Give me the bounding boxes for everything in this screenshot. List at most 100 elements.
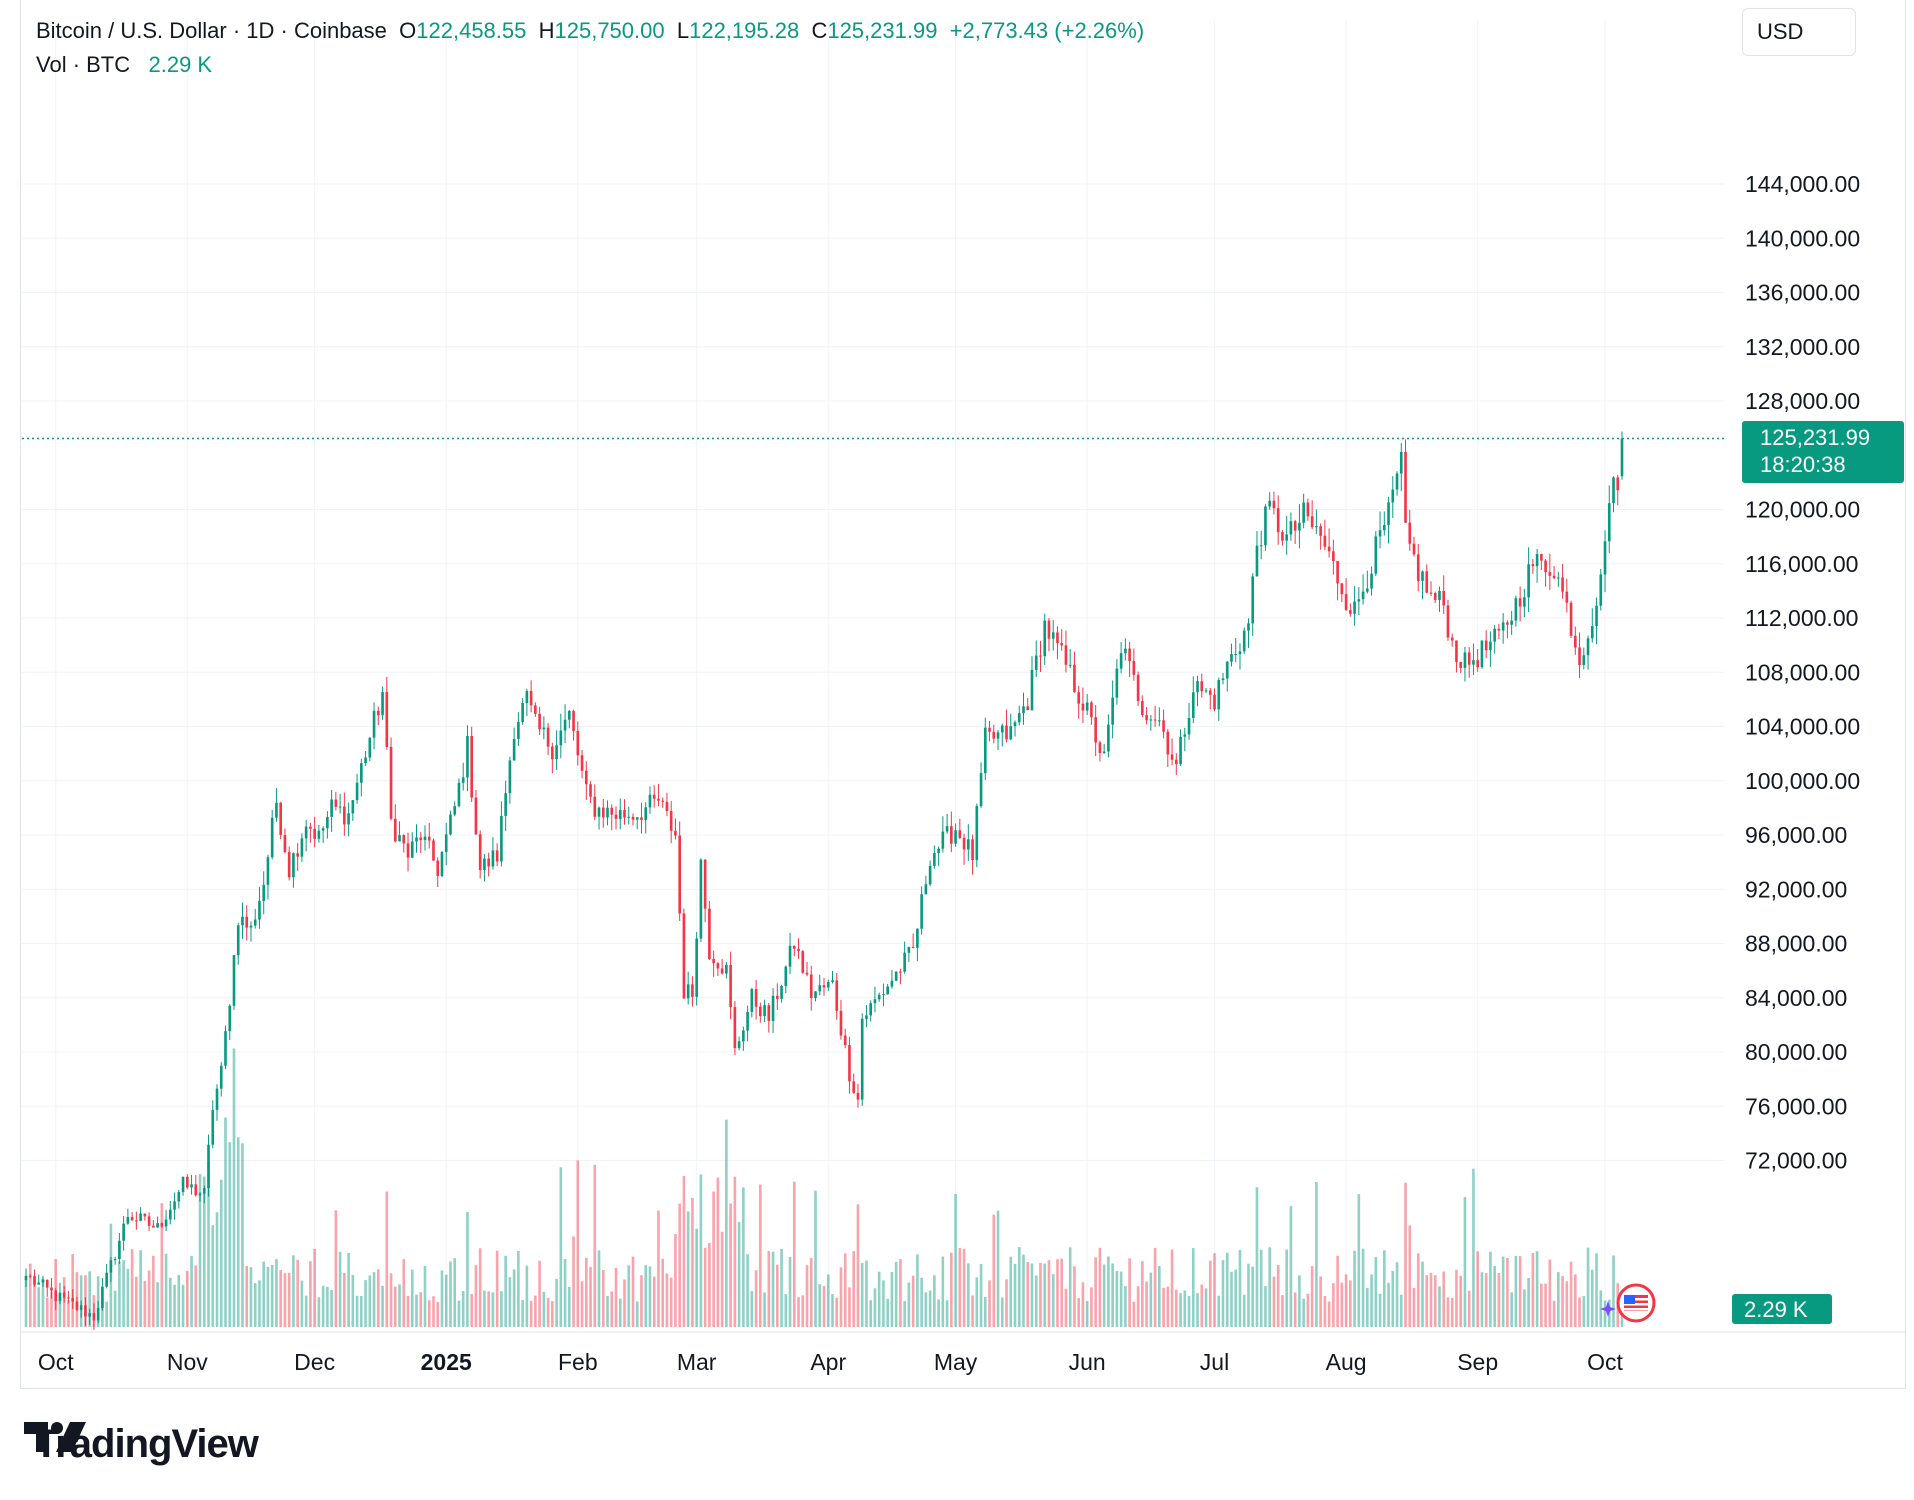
- candle-body: [483, 858, 486, 870]
- volume-bar: [886, 1298, 889, 1327]
- volume-bar: [262, 1261, 266, 1327]
- candle-body: [1433, 593, 1437, 601]
- volume-bar: [542, 1291, 546, 1327]
- volume-bar: [88, 1271, 91, 1327]
- candle-body: [1425, 571, 1429, 593]
- candle-body: [899, 971, 902, 973]
- volume-bar: [597, 1250, 601, 1327]
- candle-body: [843, 1035, 847, 1046]
- candle-body: [1332, 551, 1335, 561]
- chart-frame: [20, 0, 1906, 1389]
- candle-body: [606, 807, 609, 818]
- volume-bar: [1251, 1266, 1255, 1327]
- candle-body: [207, 1144, 210, 1189]
- us-flag-icon: [1616, 1283, 1656, 1323]
- candle-body: [71, 1297, 75, 1302]
- volume-bar: [856, 1204, 860, 1327]
- volume-bar: [618, 1298, 622, 1327]
- x-tick-label: 2025: [421, 1349, 472, 1375]
- x-tick-label: Oct: [38, 1349, 74, 1375]
- volume-bar: [292, 1255, 295, 1327]
- volume-bar: [809, 1257, 813, 1327]
- candle-body: [1081, 703, 1085, 711]
- volume-bar: [181, 1284, 185, 1327]
- volume-bar: [1408, 1225, 1412, 1327]
- candle-body: [1518, 598, 1522, 607]
- volume-layer: [24, 1048, 1624, 1327]
- candle-body: [215, 1088, 219, 1110]
- currency-button[interactable]: USD: [1742, 8, 1856, 56]
- volume-bar: [241, 1143, 244, 1327]
- volume-bar: [928, 1290, 932, 1327]
- volume-bar: [317, 1297, 321, 1327]
- volume-bar: [691, 1197, 694, 1327]
- volume-bar: [678, 1203, 681, 1327]
- volume-bar: [559, 1167, 563, 1327]
- volume-bar: [1612, 1255, 1615, 1327]
- candle-body: [1221, 678, 1225, 681]
- candle-body: [767, 1005, 771, 1021]
- candle-body: [1034, 655, 1038, 670]
- candle-body: [88, 1313, 91, 1317]
- volume-bar: [275, 1259, 278, 1327]
- y-tick-label: 140,000.00: [1745, 225, 1860, 251]
- volume-bar: [1128, 1258, 1131, 1327]
- candle-body: [1047, 620, 1051, 639]
- volume-bar: [1569, 1261, 1573, 1327]
- volume-bar: [797, 1297, 800, 1327]
- change-value: +2,773.43 (+2.26%): [949, 18, 1145, 43]
- candle-body: [996, 732, 1000, 739]
- volume-label[interactable]: Vol · BTC: [36, 52, 131, 77]
- high-value: 125,750.00: [554, 18, 665, 43]
- candle-body: [1395, 473, 1399, 490]
- candle-body: [852, 1081, 856, 1093]
- candle-body: [860, 1018, 864, 1100]
- candle-body: [1225, 661, 1229, 679]
- volume-bar: [958, 1247, 962, 1327]
- volume-bar: [449, 1261, 452, 1327]
- candle-body: [1531, 564, 1535, 567]
- candle-body: [211, 1109, 215, 1145]
- candle-body: [618, 809, 622, 819]
- candle-body: [1412, 543, 1416, 555]
- candle-body: [911, 946, 915, 948]
- volume-bar: [992, 1214, 996, 1327]
- x-tick-label: Aug: [1326, 1349, 1367, 1375]
- candle-body: [398, 835, 401, 842]
- volume-bar: [1476, 1251, 1479, 1327]
- price-chart[interactable]: 144,000.00 140,000.00 136,000.00 132,000.00…: [0, 0, 1914, 1400]
- volume-bar: [45, 1297, 49, 1327]
- candle-body: [427, 836, 431, 841]
- candle-body: [1336, 560, 1339, 584]
- event-markers[interactable]: [1596, 1283, 1662, 1323]
- volume-bar: [313, 1248, 316, 1327]
- candle-body: [241, 916, 244, 926]
- volume-bar: [330, 1290, 333, 1327]
- volume-bar: [1081, 1282, 1085, 1327]
- volume-bar: [538, 1260, 541, 1327]
- candle-body: [1102, 751, 1106, 753]
- volume-bar: [1115, 1270, 1119, 1327]
- volume-bar: [1467, 1290, 1471, 1327]
- candle-body: [101, 1286, 104, 1309]
- volume-bar: [1510, 1292, 1513, 1327]
- candle-body: [372, 710, 376, 738]
- volume-bar: [24, 1279, 28, 1327]
- x-tick-label: Sep: [1457, 1349, 1498, 1375]
- volume-bar: [1378, 1293, 1382, 1327]
- candle-body: [453, 806, 457, 815]
- tradingview-logo[interactable]: TradingView: [24, 1422, 259, 1466]
- candle-body: [759, 1006, 762, 1017]
- symbol-title[interactable]: Bitcoin / U.S. Dollar · 1D · Coinbase: [36, 18, 387, 43]
- candle-body: [992, 731, 996, 739]
- volume-bar: [1552, 1300, 1556, 1327]
- candle-body: [937, 848, 940, 854]
- candle-body: [343, 806, 346, 825]
- volume-bar: [440, 1270, 444, 1327]
- volume-bar: [1124, 1286, 1127, 1327]
- volume-bar: [381, 1285, 384, 1327]
- candle-body: [737, 1041, 741, 1049]
- volume-bar: [1158, 1266, 1161, 1327]
- candle-body: [890, 980, 894, 987]
- volume-bar: [1034, 1275, 1038, 1327]
